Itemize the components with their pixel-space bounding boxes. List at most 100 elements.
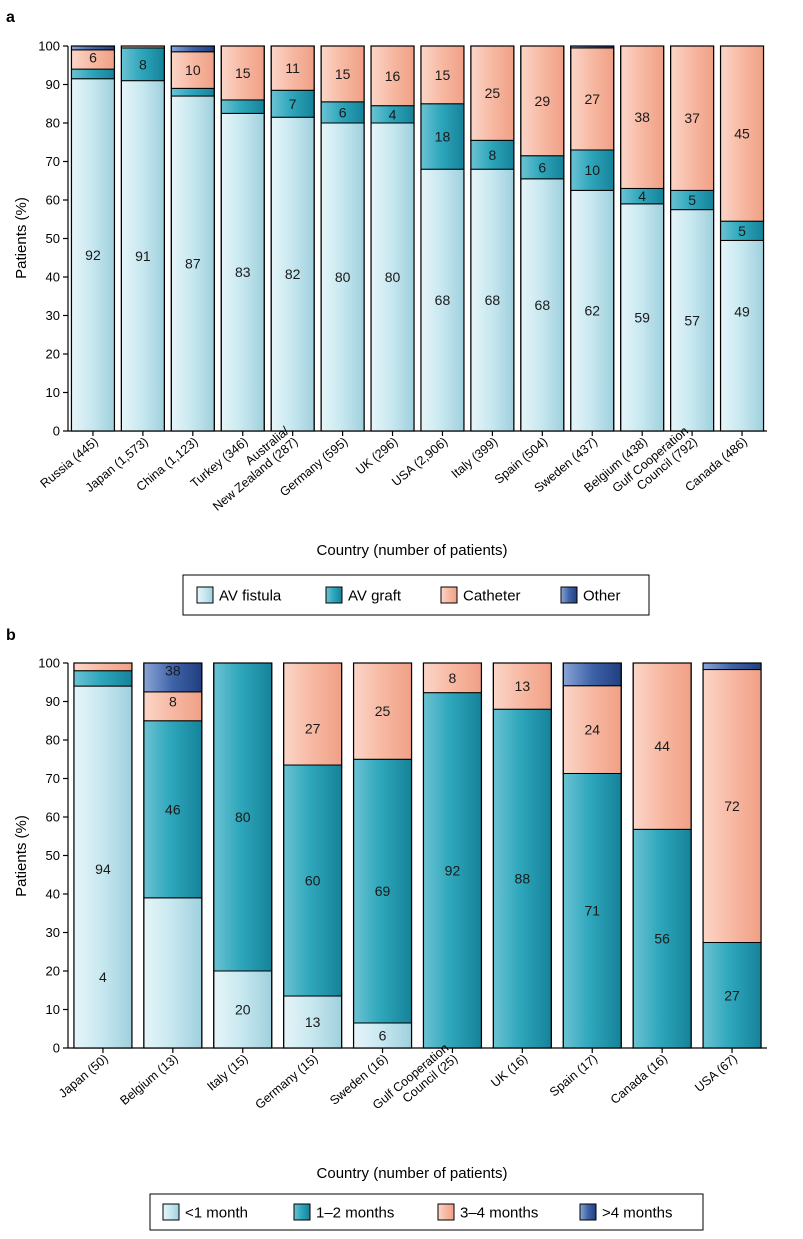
category-label: Japan (50) [56,1052,111,1101]
data-label: 4 [389,106,397,122]
bar-outline [70,45,116,432]
bar-segment [422,692,482,1049]
bar-outline [320,45,365,432]
data-label: 68 [485,292,501,308]
data-label: 6 [89,50,97,66]
data-label: 18 [435,128,451,144]
bar-segment [143,897,203,1049]
bar-segment [520,45,565,157]
legend-box [149,1193,704,1231]
category-label: Gulf CooperationCouncil (25) [370,1041,460,1123]
data-label: 15 [435,67,451,83]
data-label: 94 [95,861,111,877]
data-label: 4 [99,969,107,985]
legend-label: AV fistula [219,588,282,605]
data-label: 72 [724,798,740,814]
y-tick-label: 10 [46,1002,60,1017]
bar-outline [570,45,615,432]
bar-segment [73,670,133,687]
data-label: 46 [165,801,181,817]
data-label: 7 [289,96,297,112]
panel-b-data-labels: 9443846820801360276692592888137124564427… [95,663,740,1044]
legend-swatch [440,586,458,604]
y-tick-label: 100 [38,39,60,54]
bar-outline [492,662,552,1049]
category-label: Belgium (13) [117,1052,180,1108]
legend-label: 3–4 months [460,1205,538,1222]
y-tick-label: 80 [46,733,60,748]
bar-segment [270,116,315,432]
data-label: 69 [375,883,391,899]
data-label: 71 [584,903,600,919]
data-label: 20 [235,1002,251,1018]
bar-outline [520,45,565,432]
data-label: 13 [305,1014,321,1030]
bar-segment [562,685,622,774]
bar-segment [70,78,115,432]
legend-swatch [196,586,214,604]
data-label: 92 [85,247,101,263]
bar-segment [670,209,715,432]
bar-segment [632,828,692,1049]
bar-segment [370,45,415,107]
bar-segment [470,168,515,432]
bar-segment [170,45,215,53]
bar-outline [562,662,622,1049]
bar-segment [170,87,215,97]
y-tick-label: 10 [46,385,60,400]
bar-outline [719,45,765,432]
data-label: 25 [375,703,391,719]
panel-b-y-axis-title: Patients (%) [13,815,30,897]
data-label: 82 [285,266,301,282]
legend-label: AV graft [348,588,402,605]
y-tick-label: 0 [53,424,60,439]
bar-segment [120,80,165,432]
legend-swatch [325,586,343,604]
bar-outline [120,45,165,432]
bar-segment [702,669,762,944]
data-label: 13 [515,678,531,694]
bar-segment [283,662,343,766]
data-label: 92 [445,862,461,878]
legend-label: Catheter [463,588,521,605]
data-label: 8 [488,147,496,163]
y-tick-label: 20 [46,964,60,979]
y-tick-label: 50 [46,848,60,863]
legend-label: >4 months [602,1205,672,1222]
bar-segment [70,68,115,80]
data-label: 16 [385,68,401,84]
bar-outline [352,662,413,1049]
data-label: 11 [285,60,300,76]
bar-segment [632,662,692,830]
legend-swatch [560,586,578,604]
bar-segment [492,662,552,710]
y-tick-label: 60 [46,810,60,825]
bar-outline [170,45,215,432]
data-label: 68 [435,292,451,308]
data-label: 88 [515,871,531,887]
data-label: 27 [305,720,321,736]
data-label: 15 [335,66,351,82]
category-label: UK (296) [353,435,400,478]
bar-segment [702,662,762,671]
y-tick-label: 70 [46,771,60,786]
data-label: 49 [734,304,750,320]
data-label: 8 [449,670,457,686]
bar-outline [213,662,273,1049]
bar-segment [492,708,552,1049]
y-tick-label: 70 [46,154,60,169]
bar-segment [670,45,715,191]
bar-segment [720,239,765,432]
bar-outline [270,45,315,432]
category-label: Italy (15) [204,1052,250,1094]
bar-outline [620,45,665,432]
category-label: Italy (399) [449,435,501,481]
data-label: 57 [684,312,700,328]
y-tick-label: 60 [46,193,60,208]
legend-label: <1 month [185,1205,248,1222]
data-label: 10 [185,62,201,78]
y-tick-label: 40 [46,270,60,285]
y-tick-label: 40 [46,887,60,902]
data-label: 8 [169,694,177,710]
legend-swatch [293,1203,311,1221]
